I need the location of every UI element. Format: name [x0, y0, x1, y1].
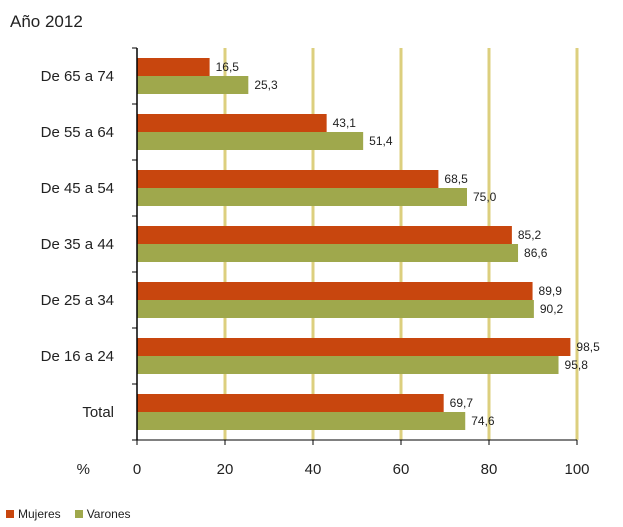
data-label: 75,0 — [473, 190, 497, 204]
bar-varones — [137, 76, 249, 94]
legend-label-mujeres: Mujeres — [18, 507, 61, 521]
bar-mujeres — [137, 226, 512, 244]
legend-item-varones: Varones — [74, 507, 131, 521]
bar-mujeres — [137, 58, 210, 76]
x-tick-label: 100 — [564, 461, 589, 478]
x-tick-label: 20 — [217, 461, 234, 478]
legend: Mujeres Varones — [6, 507, 131, 521]
x-unit-label: % — [77, 461, 90, 478]
bar-mujeres — [137, 282, 533, 300]
data-label: 89,9 — [539, 284, 563, 298]
data-label: 43,1 — [333, 116, 357, 130]
data-label: 95,8 — [565, 358, 589, 372]
legend-swatch-mujeres — [6, 510, 14, 518]
bar-mujeres — [137, 338, 571, 356]
legend-swatch-varones — [74, 510, 83, 518]
legend-item-mujeres: Mujeres — [6, 507, 61, 521]
bar-mujeres — [137, 394, 444, 412]
bar-mujeres — [137, 114, 327, 132]
category-label: De 45 a 54 — [41, 180, 114, 197]
bar-varones — [137, 132, 364, 150]
data-label: 16,5 — [216, 60, 240, 74]
x-tick-label: 0 — [133, 461, 141, 478]
data-label: 69,7 — [450, 396, 474, 410]
bar-mujeres — [137, 170, 439, 188]
x-tick-label: 60 — [393, 461, 410, 478]
bar-varones — [137, 188, 467, 206]
data-label: 86,6 — [524, 246, 548, 260]
category-label: De 25 a 34 — [41, 292, 114, 309]
data-label: 74,6 — [471, 414, 495, 428]
bar-varones — [137, 300, 534, 318]
x-tick-label: 80 — [481, 461, 498, 478]
category-label: Total — [82, 404, 114, 421]
data-label: 68,5 — [444, 172, 468, 186]
chart-title: Año 2012 — [10, 12, 83, 31]
bar-varones — [137, 356, 559, 374]
data-label: 90,2 — [540, 302, 564, 316]
data-label: 85,2 — [518, 228, 542, 242]
bar-varones — [137, 412, 466, 430]
category-label: De 16 a 24 — [41, 348, 114, 365]
category-label: De 55 a 64 — [41, 124, 114, 141]
x-tick-label: 40 — [305, 461, 322, 478]
legend-label-varones: Varones — [86, 507, 131, 521]
bar-varones — [137, 244, 519, 262]
data-label: 25,3 — [254, 78, 278, 92]
data-label: 98,5 — [576, 340, 600, 354]
category-label: De 65 a 74 — [41, 68, 114, 85]
data-label: 51,4 — [369, 134, 393, 148]
category-label: De 35 a 44 — [41, 236, 114, 253]
